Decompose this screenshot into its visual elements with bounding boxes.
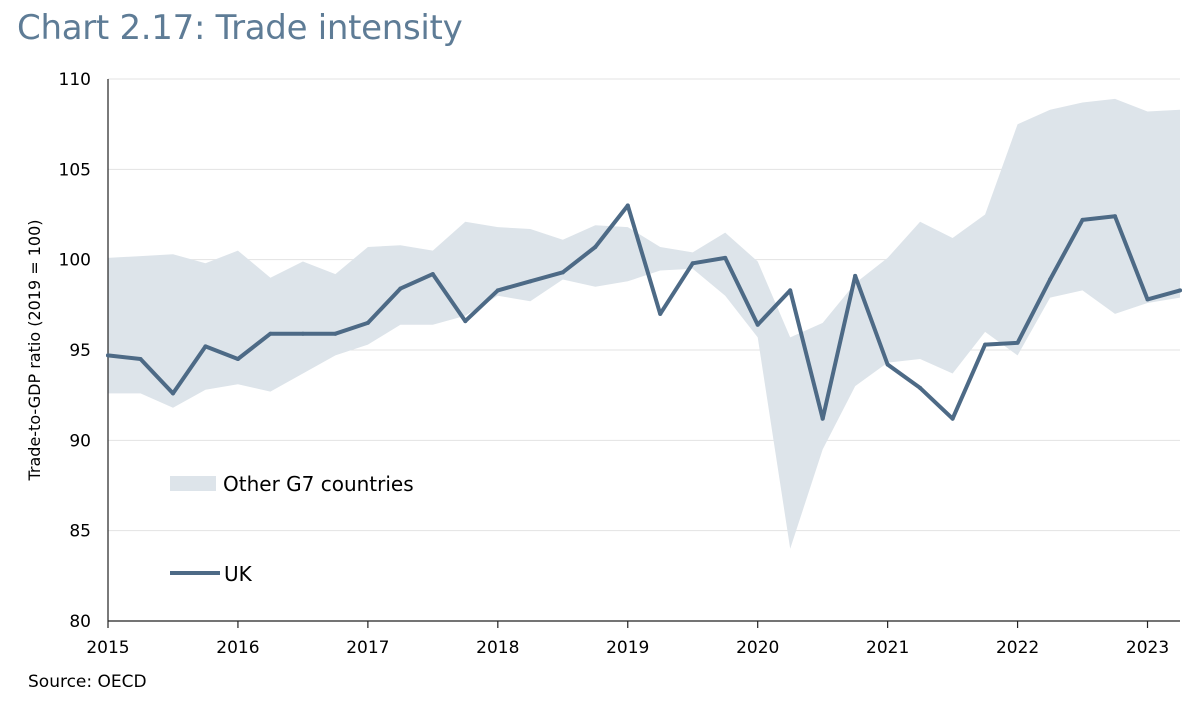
uk-point	[333, 331, 338, 336]
x-tick-label-2022: 2022	[996, 638, 1039, 658]
uk-point	[203, 344, 208, 349]
uk-point	[138, 357, 143, 362]
uk-point	[658, 311, 663, 316]
uk-points	[106, 203, 1182, 421]
x-tick-label-2023: 2023	[1126, 638, 1169, 658]
x-tick-label-2015: 2015	[86, 638, 129, 658]
uk-point	[983, 342, 988, 347]
uk-point	[170, 391, 175, 396]
uk-point	[625, 203, 630, 208]
legend-band-swatch	[170, 476, 216, 491]
y-axis-label: Trade-to-GDP ratio (2019 = 100)	[25, 219, 44, 481]
x-tick-label-2017: 2017	[346, 638, 389, 658]
x-tick-label-2019: 2019	[606, 638, 649, 658]
y-tick-label-105: 105	[59, 160, 91, 180]
legend-line-label: UK	[224, 562, 253, 586]
y-tick-label-85: 85	[69, 522, 91, 542]
uk-line	[106, 203, 1182, 421]
y-tick-label-100: 100	[59, 251, 91, 271]
uk-point	[1178, 288, 1182, 293]
uk-point	[463, 319, 468, 324]
uk-point	[1080, 217, 1085, 222]
chart-title: Chart 2.17: Trade intensity	[17, 8, 463, 48]
uk-point	[106, 353, 110, 358]
uk-series	[106, 203, 1182, 421]
legend-band-label: Other G7 countries	[223, 472, 414, 496]
uk-point	[268, 331, 273, 336]
uk-point	[723, 255, 728, 260]
x-tick-label-2016: 2016	[216, 638, 259, 658]
uk-point	[690, 261, 695, 266]
tick-labels: 80 85 90 95 100 105 110 2015 2016 2017 2018 2019 202…	[59, 70, 1170, 658]
uk-point	[755, 322, 760, 327]
uk-point	[365, 320, 370, 325]
legend: Other G7 countries UK	[170, 472, 414, 586]
uk-point	[820, 416, 825, 421]
x-tick-label-2020: 2020	[736, 638, 779, 658]
y-tick-label-110: 110	[59, 70, 91, 90]
uk-point	[1048, 277, 1053, 282]
source-note: Source: OECD	[28, 672, 147, 692]
x-tick-label-2021: 2021	[866, 638, 909, 658]
uk-point	[950, 416, 955, 421]
uk-point	[495, 288, 500, 293]
uk-point	[1145, 297, 1150, 302]
uk-point	[1113, 214, 1118, 219]
y-tick-label-95: 95	[69, 341, 91, 361]
uk-point	[235, 357, 240, 362]
y-tick-label-80: 80	[69, 612, 91, 632]
uk-point	[1015, 340, 1020, 345]
g7-range-band	[108, 98, 1180, 549]
x-tick-label-2018: 2018	[476, 638, 519, 658]
uk-point	[398, 286, 403, 291]
uk-point	[885, 362, 890, 367]
uk-point	[788, 288, 793, 293]
uk-point	[560, 270, 565, 275]
axes	[107, 79, 1180, 628]
uk-point	[853, 273, 858, 278]
g7-range-area	[108, 98, 1180, 549]
uk-point	[918, 385, 923, 390]
uk-point	[528, 279, 533, 284]
y-tick-label-90: 90	[69, 431, 91, 451]
uk-point	[300, 331, 305, 336]
uk-point	[430, 272, 435, 277]
uk-point	[593, 245, 598, 250]
